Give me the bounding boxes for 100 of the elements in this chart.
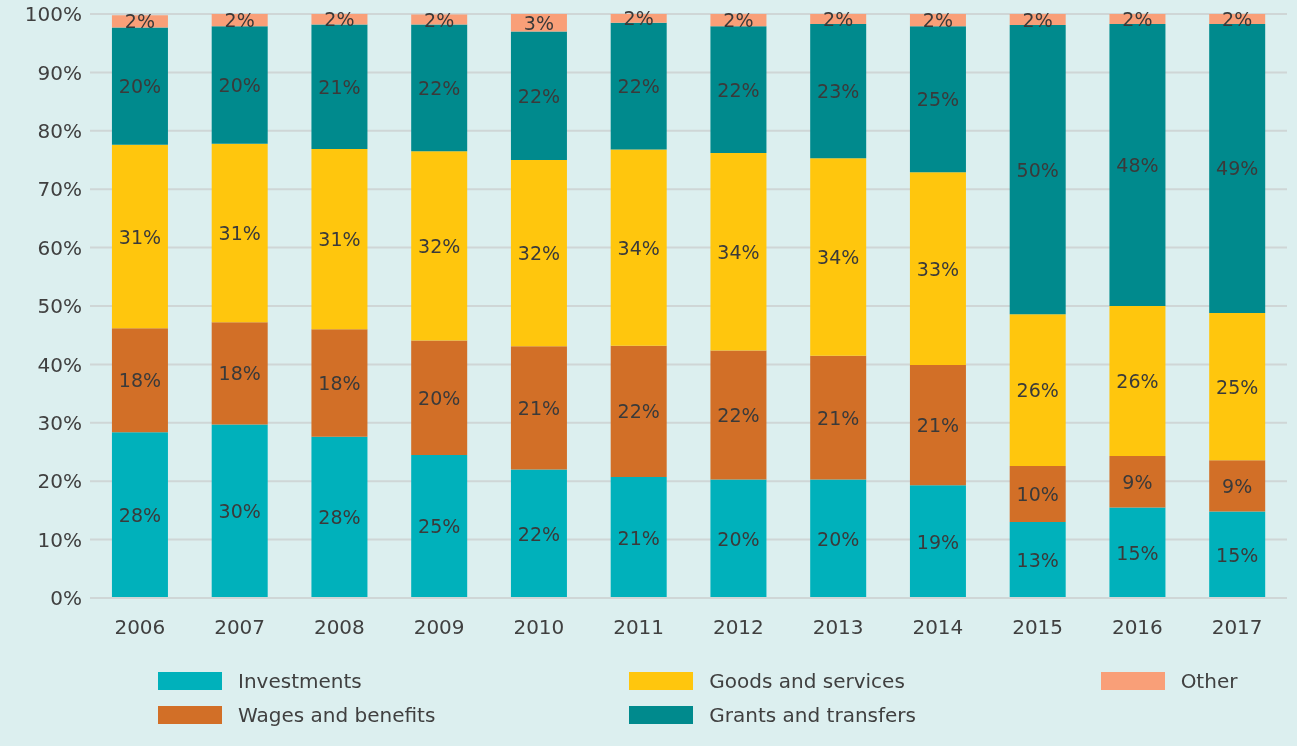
data-label: 20%	[817, 527, 860, 550]
x-tick-label: 2016	[1111, 615, 1163, 640]
data-label: 20%	[717, 527, 760, 550]
bar	[411, 454, 468, 598]
bar	[510, 160, 567, 347]
data-label: 21%	[617, 526, 660, 549]
data-label: 25%	[1216, 375, 1259, 398]
data-label: 34%	[717, 240, 760, 263]
x-tick-label: 2009	[413, 615, 465, 640]
data-label: 33%	[916, 257, 960, 280]
y-tick-label: 90%	[37, 60, 82, 85]
y-tick-label: 70%	[37, 177, 82, 202]
data-label: 22%	[617, 400, 660, 423]
y-tick-label: 60%	[37, 235, 82, 260]
bar	[710, 479, 767, 598]
data-label: 21%	[817, 406, 860, 429]
bar	[111, 27, 168, 145]
data-label: 18%	[218, 362, 261, 385]
bar	[909, 364, 966, 486]
bar	[111, 432, 168, 598]
data-label: 10%	[1016, 483, 1059, 506]
bar	[1209, 511, 1266, 598]
data-label: 20%	[418, 386, 461, 409]
data-label: 18%	[318, 372, 361, 395]
legend-label: Investments	[238, 669, 362, 693]
data-label: 28%	[118, 504, 162, 527]
bar	[810, 355, 867, 480]
bar	[311, 148, 368, 330]
y-tick-label: 0%	[50, 586, 82, 611]
data-label: 31%	[318, 228, 361, 251]
y-tick-label: 100%	[24, 2, 82, 27]
bar	[311, 329, 368, 437]
y-tick-label: 20%	[37, 469, 82, 494]
data-label: 31%	[218, 222, 261, 244]
bar	[909, 26, 966, 173]
bar	[1009, 522, 1066, 598]
bar	[610, 345, 667, 478]
y-tick-label: 10%	[37, 527, 82, 552]
bar	[211, 322, 268, 425]
data-label: 23%	[817, 80, 860, 103]
bar	[1009, 25, 1066, 315]
bar	[411, 151, 468, 341]
data-label: 22%	[717, 78, 760, 101]
data-label: 3%	[523, 11, 555, 34]
data-label: 21%	[916, 414, 960, 437]
bar	[610, 149, 667, 346]
x-tick-label: 2011	[613, 615, 665, 640]
x-tick-label: 2012	[712, 615, 764, 640]
y-tick-label: 30%	[37, 410, 82, 435]
data-label: 13%	[1016, 549, 1059, 572]
bar	[710, 152, 767, 351]
x-tick-label: 2006	[114, 615, 166, 640]
data-label: 21%	[318, 75, 361, 98]
bar	[510, 346, 567, 470]
data-label: 2%	[224, 9, 255, 32]
bar	[1209, 460, 1266, 512]
x-tick-label: 2007	[214, 615, 266, 640]
bar	[909, 172, 966, 365]
bar	[311, 24, 368, 149]
data-label: 2%	[922, 9, 954, 32]
bar	[311, 436, 368, 598]
y-tick-label: 80%	[37, 118, 82, 143]
data-label: 15%	[1116, 541, 1159, 564]
bar	[211, 26, 268, 144]
data-label: 34%	[817, 245, 860, 268]
bar	[1209, 313, 1266, 461]
x-tick-label: 2017	[1211, 615, 1263, 640]
data-label: 20%	[118, 75, 162, 98]
bar	[810, 479, 867, 598]
data-label: 32%	[517, 242, 561, 265]
data-label: 2%	[1022, 8, 1053, 31]
data-label: 21%	[517, 396, 561, 419]
bar	[810, 158, 867, 356]
bar	[411, 340, 468, 455]
bar	[909, 485, 966, 598]
data-label: 2%	[324, 8, 355, 31]
data-label: 22%	[517, 522, 561, 545]
x-tick-label: 2015	[1012, 615, 1064, 640]
data-label: 48%	[1116, 153, 1159, 176]
bar	[1009, 314, 1066, 467]
bar	[510, 31, 567, 160]
data-label: 19%	[916, 530, 960, 553]
legend-label: Grants and transfers	[709, 703, 916, 727]
legend-label: Goods and services	[709, 669, 905, 693]
bar	[111, 144, 168, 329]
data-label: 22%	[717, 403, 760, 426]
data-label: 15%	[1216, 543, 1259, 566]
x-tick-label: 2014	[912, 615, 964, 640]
y-tick-label: 50%	[37, 294, 82, 319]
data-label: 32%	[418, 234, 461, 257]
data-label: 2%	[424, 8, 455, 31]
data-label: 26%	[1016, 379, 1059, 402]
x-tick-label: 2008	[313, 615, 365, 640]
data-label: 22%	[418, 76, 461, 99]
data-label: 2%	[124, 10, 156, 33]
data-label: 31%	[118, 225, 162, 248]
bar	[710, 26, 767, 153]
bar	[1109, 306, 1166, 457]
bar	[610, 477, 667, 598]
data-label: 50%	[1016, 158, 1059, 181]
